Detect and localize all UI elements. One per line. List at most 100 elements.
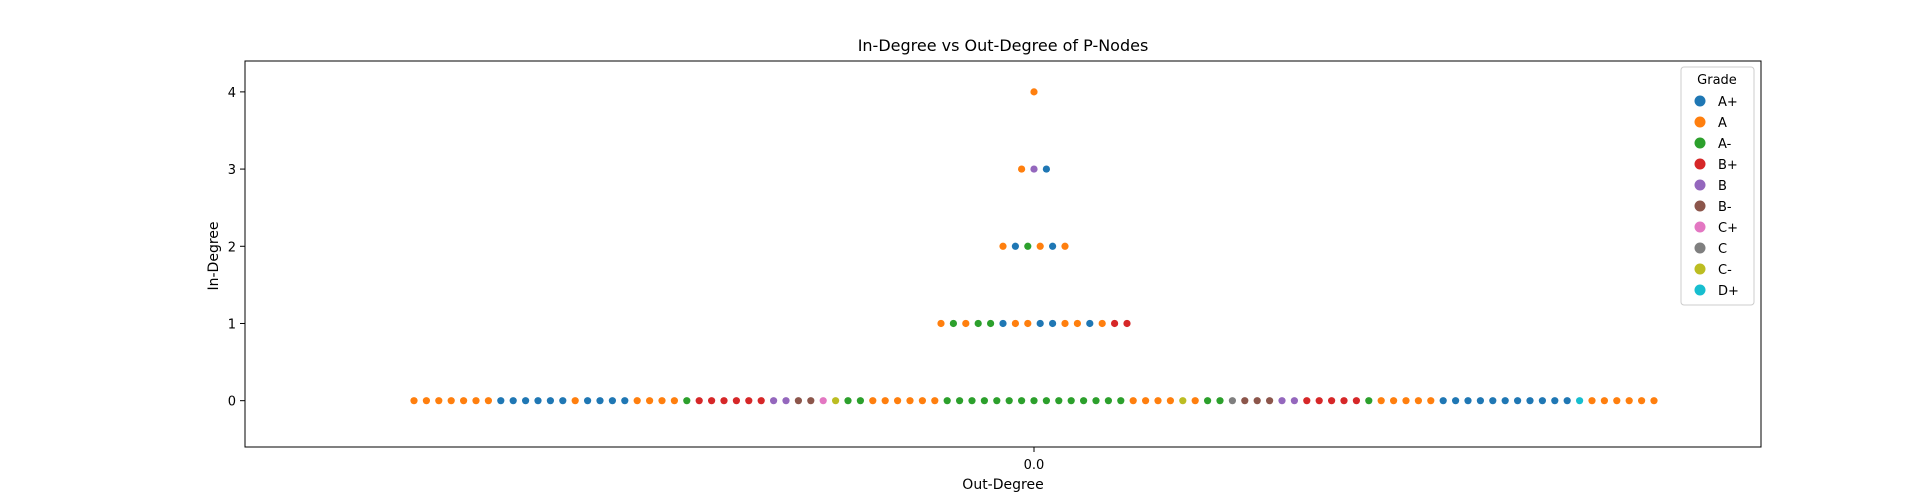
data-point <box>695 397 703 405</box>
data-point <box>1049 319 1057 328</box>
data-point <box>1036 242 1044 250</box>
legend-label: B+ <box>1718 158 1738 173</box>
data-point <box>1154 397 1162 405</box>
data-point <box>1476 397 1484 405</box>
data-point <box>770 397 778 405</box>
legend-marker <box>1694 158 1706 170</box>
data-point <box>410 397 418 405</box>
data-point <box>646 397 654 405</box>
data-point <box>794 397 803 405</box>
data-point <box>1551 397 1559 405</box>
data-point <box>1650 397 1658 405</box>
legend-marker <box>1694 284 1706 296</box>
data-point <box>1340 397 1348 405</box>
data-point <box>999 319 1007 328</box>
data-point <box>819 397 827 405</box>
data-point <box>943 397 951 405</box>
data-point <box>1563 397 1571 405</box>
data-point <box>584 397 592 405</box>
legend-label: D+ <box>1718 284 1739 299</box>
data-point <box>1204 397 1212 405</box>
data-point <box>1638 397 1646 405</box>
data-point <box>906 397 914 405</box>
data-point <box>1588 397 1596 405</box>
data-point <box>1377 397 1385 405</box>
data-point <box>658 397 666 405</box>
data-point <box>956 397 964 405</box>
data-point <box>1228 397 1236 405</box>
data-point <box>1129 397 1137 405</box>
data-point <box>949 319 958 328</box>
data-point <box>1328 397 1336 405</box>
data-point <box>1402 397 1410 405</box>
legend-label: B <box>1718 179 1727 194</box>
legend-marker <box>1694 200 1706 212</box>
data-point <box>807 397 815 405</box>
data-point <box>757 397 765 405</box>
data-point <box>869 397 877 405</box>
data-point <box>559 397 567 405</box>
data-point <box>1011 319 1020 328</box>
legend-marker <box>1694 116 1706 128</box>
legend-marker <box>1694 179 1706 191</box>
data-point <box>435 397 443 405</box>
data-point <box>1253 397 1261 405</box>
data-point <box>999 242 1007 250</box>
data-point <box>484 397 492 405</box>
data-point <box>968 397 976 405</box>
data-point <box>1390 397 1398 405</box>
data-point <box>460 397 468 405</box>
y-tick-label: 2 <box>228 240 236 255</box>
legend-title: Grade <box>1697 73 1737 88</box>
data-point <box>670 397 679 405</box>
data-point <box>1042 165 1050 173</box>
data-point <box>962 319 970 328</box>
data-point <box>1303 397 1311 405</box>
y-axis-title: In-Degree <box>206 221 222 290</box>
data-point <box>1104 397 1112 405</box>
data-point <box>571 397 579 405</box>
data-point <box>987 319 995 328</box>
legend-label: B- <box>1718 200 1732 215</box>
data-point <box>1055 397 1063 405</box>
data-point <box>1098 319 1106 328</box>
data-point <box>1018 397 1026 405</box>
data-point <box>993 397 1001 405</box>
legend-marker <box>1694 263 1706 275</box>
data-point <box>1018 165 1026 173</box>
data-point <box>447 397 455 405</box>
data-point <box>509 397 517 405</box>
data-point <box>881 397 889 405</box>
data-point <box>1030 397 1038 405</box>
data-point <box>1092 397 1100 405</box>
data-point <box>1241 397 1249 405</box>
data-point <box>1526 397 1534 405</box>
data-point <box>1514 397 1522 405</box>
data-point <box>1489 397 1497 405</box>
data-point <box>1166 397 1174 405</box>
data-point <box>856 397 865 405</box>
data-point <box>1576 397 1584 405</box>
data-point <box>1049 242 1057 250</box>
data-point <box>1036 319 1044 328</box>
data-point <box>546 397 555 405</box>
data-point <box>745 397 753 405</box>
data-point <box>522 397 530 405</box>
y-tick-label: 1 <box>228 317 236 332</box>
data-point <box>1278 397 1286 405</box>
legend: Grade A+ A A- B+ B B- C+ C C- D+ <box>1680 66 1755 306</box>
data-point <box>720 397 728 405</box>
data-point <box>1414 397 1422 405</box>
legend-marker <box>1694 242 1706 254</box>
data-point <box>832 397 840 405</box>
data-point <box>1117 397 1125 405</box>
data-points <box>410 88 1658 405</box>
data-point <box>1216 397 1224 405</box>
data-point <box>1427 397 1435 405</box>
plot-area-frame <box>244 60 1762 448</box>
data-point <box>1352 397 1360 405</box>
legend-marker <box>1694 95 1706 107</box>
data-point <box>1600 397 1608 405</box>
data-point <box>844 397 852 405</box>
